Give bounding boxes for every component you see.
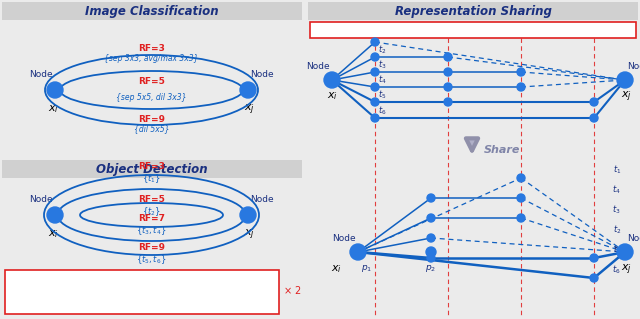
Text: Share: Share <box>484 145 520 155</box>
Text: {dil 5x5}: {dil 5x5} <box>134 124 169 133</box>
Text: RF=9: RF=9 <box>138 115 165 124</box>
Circle shape <box>517 68 525 76</box>
Text: $p_1$: $p_1$ <box>361 263 372 274</box>
Text: Node: Node <box>250 195 274 204</box>
Circle shape <box>590 98 598 106</box>
Circle shape <box>371 114 379 122</box>
Text: $t_2$: $t_2$ <box>612 224 621 236</box>
Text: $t_5$: $t_5$ <box>612 243 621 256</box>
Text: {sep 5x5, dil 3x3}: {sep 5x5, dil 3x3} <box>116 93 187 102</box>
Circle shape <box>517 83 525 91</box>
Text: Node: Node <box>332 234 356 243</box>
Text: $\{t_5, t_6\}$: $\{t_5, t_6\}$ <box>136 253 167 266</box>
Text: Object Detection: Object Detection <box>96 162 208 175</box>
Circle shape <box>617 72 633 88</box>
Text: $t_4$: $t_4$ <box>612 183 621 196</box>
Circle shape <box>517 194 525 202</box>
Text: RF=5: RF=5 <box>138 78 165 86</box>
Text: $\{t_2\}$: $\{t_2\}$ <box>142 205 161 218</box>
Text: $t_3$: conv 7x7: $t_3$: conv 7x7 <box>10 302 61 315</box>
Text: $\{t_3, t_4\}$: $\{t_3, t_4\}$ <box>136 224 167 237</box>
Circle shape <box>324 72 340 88</box>
Text: $t_2$: $t_2$ <box>378 43 387 56</box>
Circle shape <box>444 53 452 61</box>
Circle shape <box>427 214 435 222</box>
Text: 5: 5 <box>445 26 451 34</box>
Text: Node: Node <box>29 70 53 79</box>
FancyBboxPatch shape <box>0 0 304 319</box>
Circle shape <box>240 207 256 223</box>
Circle shape <box>47 207 63 223</box>
Circle shape <box>427 194 435 202</box>
Text: {sep 3x3, avg/max 3x3}: {sep 3x3, avg/max 3x3} <box>104 54 199 63</box>
Circle shape <box>371 38 379 46</box>
Circle shape <box>371 68 379 76</box>
FancyBboxPatch shape <box>2 160 302 178</box>
Circle shape <box>444 83 452 91</box>
Text: $x_i$: $x_i$ <box>326 90 337 102</box>
Text: $t_6$: $t_6$ <box>612 263 621 276</box>
Text: $t_1$: $t_1$ <box>612 164 621 176</box>
FancyBboxPatch shape <box>5 270 279 314</box>
Circle shape <box>350 244 366 260</box>
Text: $x_j$: $x_j$ <box>244 103 255 117</box>
Text: Node: Node <box>627 62 640 71</box>
Circle shape <box>517 214 525 222</box>
Text: $x_j$: $x_j$ <box>244 228 255 242</box>
Text: $t_2$: conv 5x5: $t_2$: conv 5x5 <box>10 290 60 302</box>
Text: $t_4$: conv 3x3 + dil 3x3 (r=2): $t_4$: conv 3x3 + dil 3x3 (r=2) <box>148 278 260 291</box>
Text: $t_1$: conv 3x3: $t_1$: conv 3x3 <box>10 278 60 291</box>
Text: $t_4$: $t_4$ <box>378 73 387 86</box>
Circle shape <box>590 254 598 262</box>
Text: RF=7: RF=7 <box>138 214 165 223</box>
Text: RF=3: RF=3 <box>138 44 165 53</box>
Text: $t_1$: $t_1$ <box>378 28 387 41</box>
Text: $t_5$: $t_5$ <box>378 88 387 101</box>
Text: RF=5: RF=5 <box>138 195 165 204</box>
Text: Representation Sharing: Representation Sharing <box>395 4 552 18</box>
Text: $t_6$: conv 3x3 + dil 3x3 (r=3): $t_6$: conv 3x3 + dil 3x3 (r=3) <box>148 302 260 315</box>
Text: RF=3: RF=3 <box>138 162 165 171</box>
Circle shape <box>427 234 435 242</box>
Circle shape <box>47 82 63 98</box>
Text: $t_3$: $t_3$ <box>378 58 387 71</box>
Text: RF=9: RF=9 <box>138 243 165 252</box>
Text: Node: Node <box>250 70 274 79</box>
Text: $t_3$: $t_3$ <box>612 204 621 216</box>
Circle shape <box>371 83 379 91</box>
Circle shape <box>427 254 435 262</box>
Text: $x_j$: $x_j$ <box>621 90 632 104</box>
Circle shape <box>371 98 379 106</box>
Circle shape <box>590 114 598 122</box>
Text: $\times$ 2: $\times$ 2 <box>283 284 301 296</box>
FancyBboxPatch shape <box>2 2 302 20</box>
FancyBboxPatch shape <box>310 22 636 38</box>
Circle shape <box>590 274 598 282</box>
Text: $t_6$: $t_6$ <box>378 105 387 117</box>
Text: $x_i$: $x_i$ <box>331 263 342 275</box>
Text: $x_j$: $x_j$ <box>621 263 632 278</box>
Circle shape <box>240 82 256 98</box>
Text: 3: 3 <box>372 26 378 34</box>
Text: 9: 9 <box>591 26 597 34</box>
Text: Image Classification: Image Classification <box>85 4 219 18</box>
Text: Node: Node <box>627 234 640 243</box>
Text: $t_5$: conv 5x5 + dil 3x3 (r=2): $t_5$: conv 5x5 + dil 3x3 (r=2) <box>148 290 260 302</box>
Circle shape <box>371 53 379 61</box>
Text: $x_i$: $x_i$ <box>47 228 58 240</box>
FancyBboxPatch shape <box>308 2 638 20</box>
Circle shape <box>444 68 452 76</box>
Text: $p_2$: $p_2$ <box>426 263 436 274</box>
Text: Node: Node <box>306 62 330 71</box>
Text: Node: Node <box>29 195 53 204</box>
Circle shape <box>444 98 452 106</box>
Text: 7: 7 <box>518 26 524 34</box>
Text: RF size: RF size <box>318 26 350 34</box>
Text: $\{t_1\}$: $\{t_1\}$ <box>142 172 161 185</box>
Circle shape <box>617 244 633 260</box>
Circle shape <box>517 174 525 182</box>
Circle shape <box>426 247 436 257</box>
Text: $x_i$: $x_i$ <box>47 103 58 115</box>
